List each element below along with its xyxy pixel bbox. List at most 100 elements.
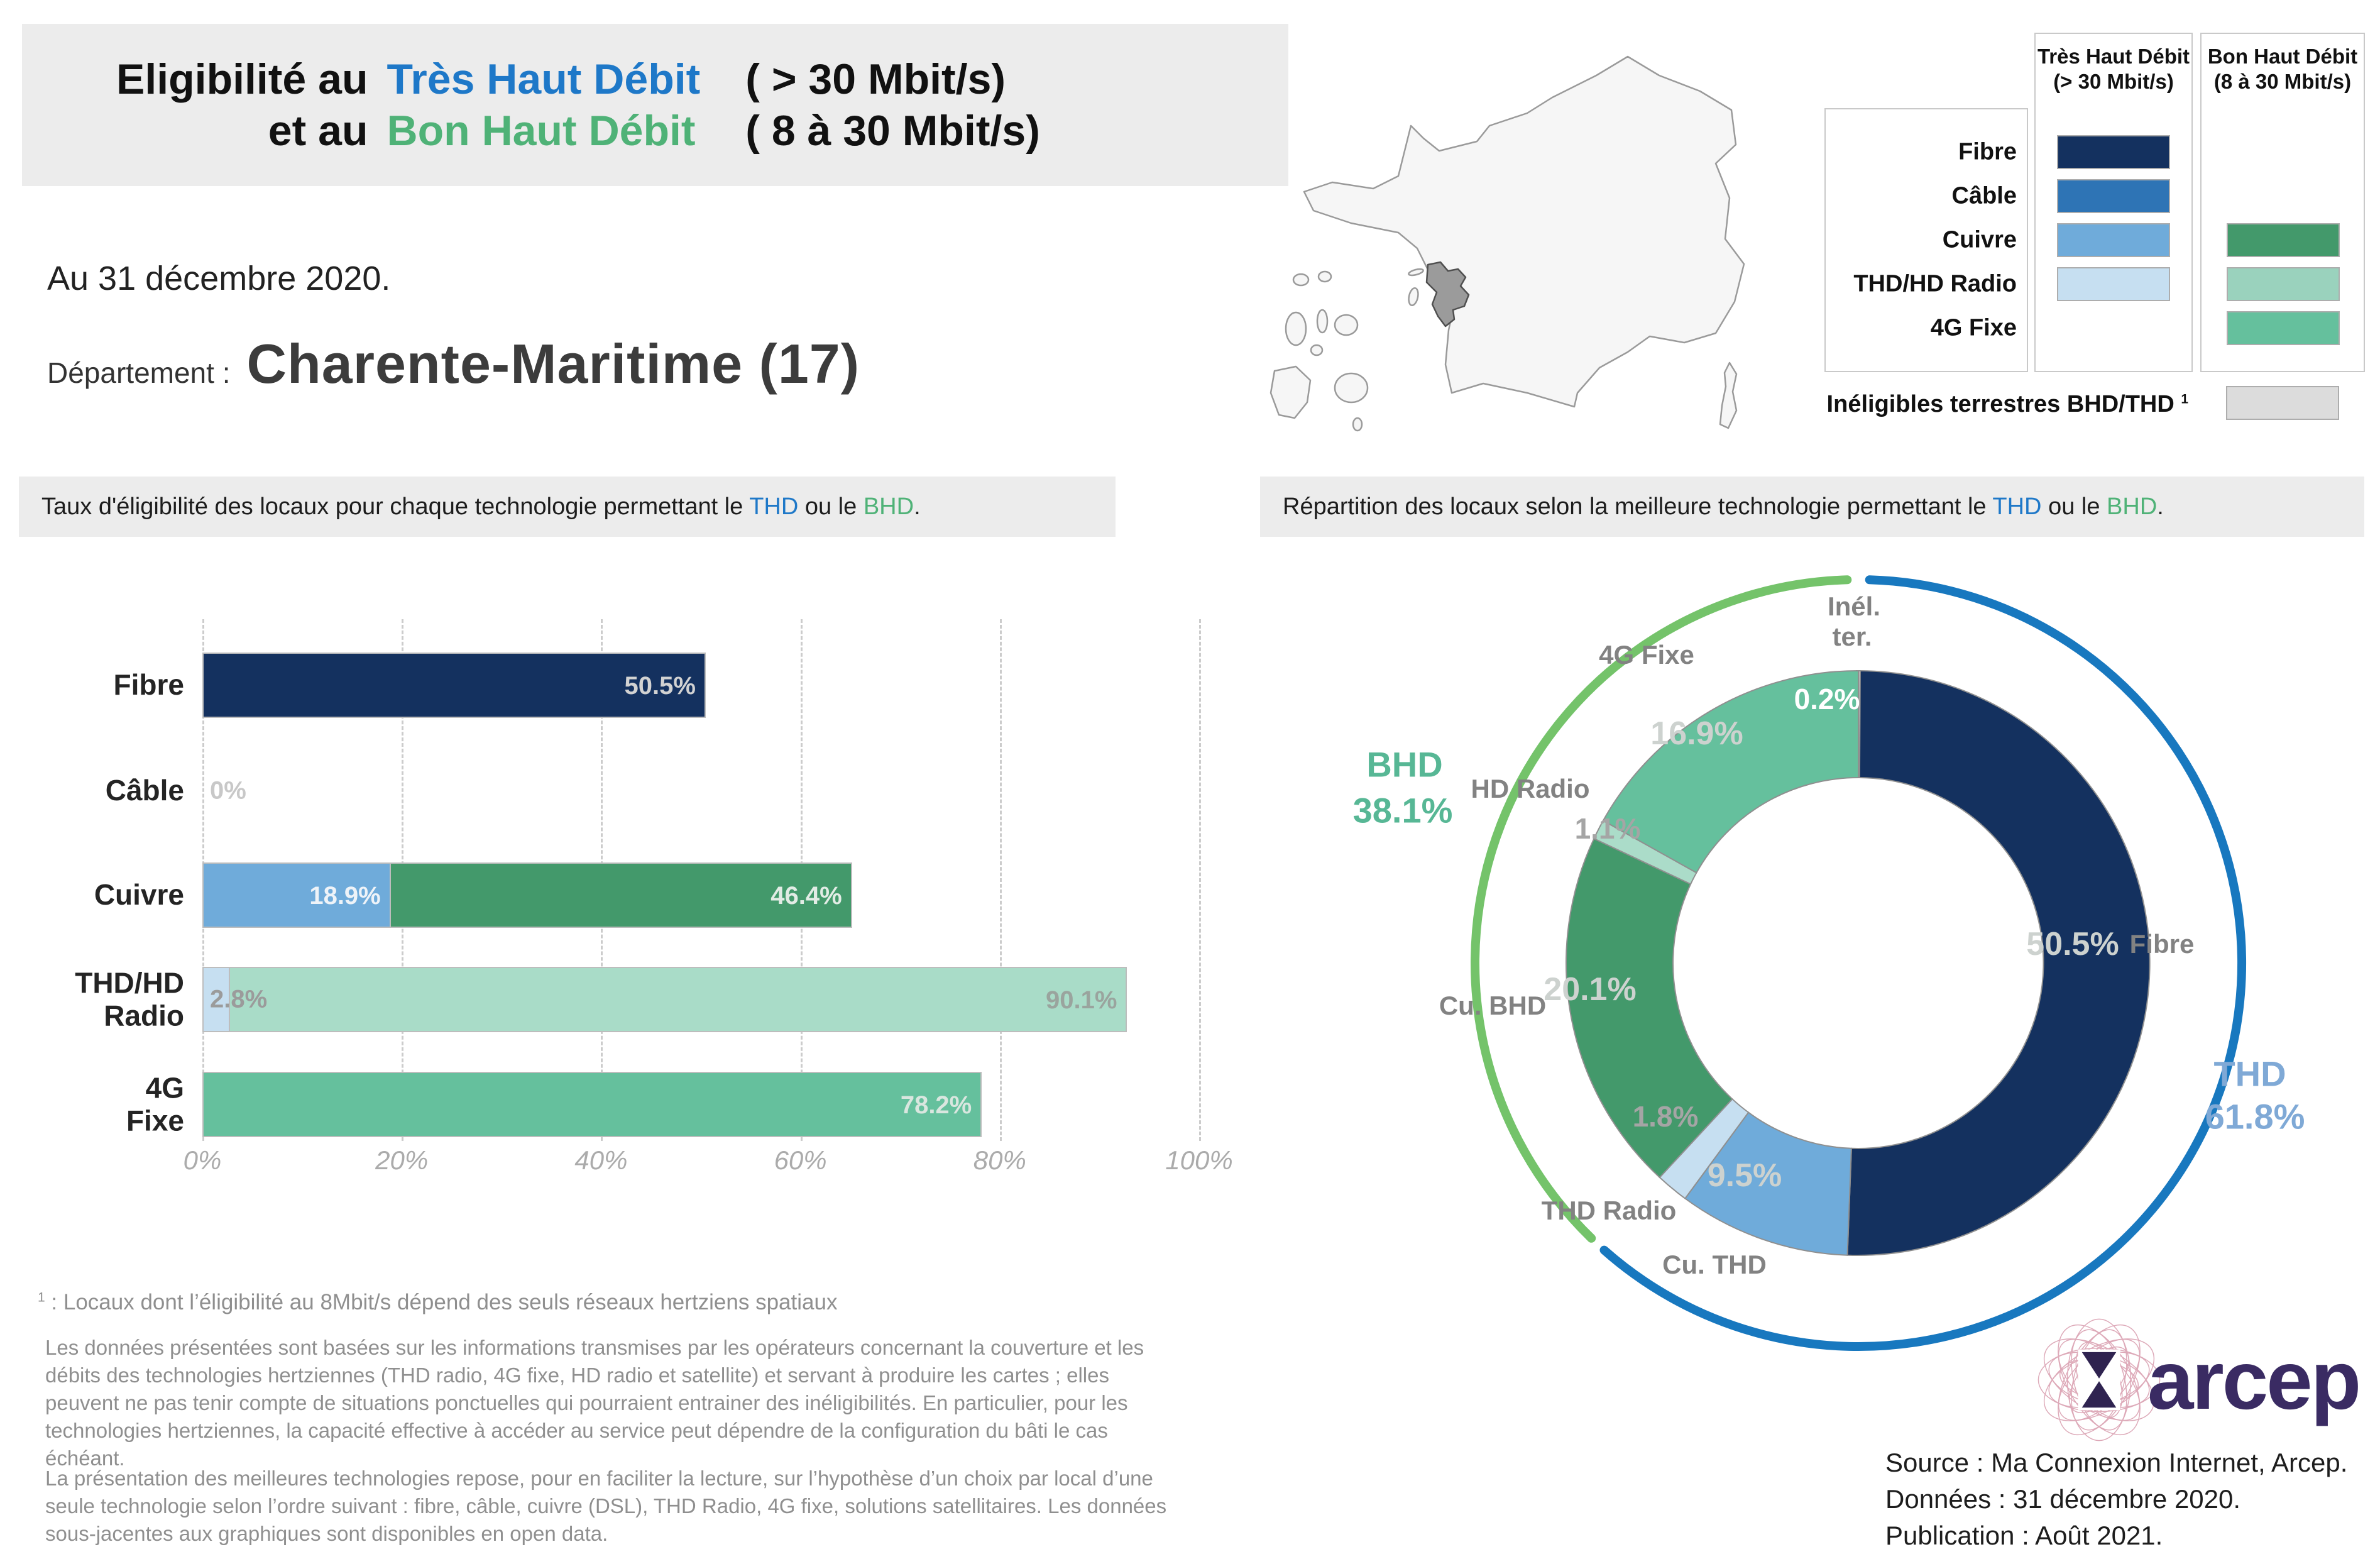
donut-outer-arc-bhd	[1471, 575, 1852, 1243]
france-mainland	[1303, 55, 1745, 408]
legend-swatch-thd	[2057, 179, 2170, 213]
bar-row: 78.2%	[202, 1072, 982, 1137]
legend-thd-header-line2: (> 30 Mbit/s)	[2053, 70, 2174, 94]
arcep-logo: arcep	[2033, 1317, 2380, 1443]
title-thd-range: ( > 30 Mbit/s)	[745, 55, 1006, 103]
x-axis-tick: 60%	[774, 1145, 827, 1175]
bar-segment-thd	[202, 967, 231, 1032]
bar-chart-plot-area: 0% 20% 40% 60% 80% 100% 50.5% 0% 18.9% 46.4% 90.1%…	[184, 603, 1233, 1182]
donut-label-4g-fixe: 4G Fixe	[1599, 640, 1694, 669]
legend-bhd-header: Bon Haut Débit (8 à 30 Mbit/s)	[2202, 34, 2364, 95]
legend-ineligibles-label: Inéligibles terrestres BHD/THD 1	[1826, 391, 2188, 417]
x-axis-tick: 80%	[973, 1145, 1026, 1175]
donut-label-cu-thd: Cu. THD	[1662, 1250, 1767, 1279]
overseas-island	[1352, 417, 1363, 432]
france-map	[1270, 55, 1745, 432]
bar-header-thd: THD	[749, 493, 799, 520]
bar-header-end: .	[914, 493, 921, 520]
donut-value-cu-bhd: 20.1%	[1544, 971, 1637, 1008]
eligibility-bar-chart: 0% 20% 40% 60% 80% 100% 50.5% 0% 18.9% 46.4% 90.1%…	[38, 603, 1233, 1182]
footnote-paragraph-2: La présentation des meilleures technolog…	[45, 1467, 1167, 1545]
legend-ineligibles-swatch	[2226, 386, 2339, 420]
bar-value-label: 90.1%	[1045, 986, 1117, 1014]
overseas-island	[1334, 372, 1369, 404]
overseas-island	[1285, 311, 1307, 346]
donut-value-4g-fixe: 16.9%	[1650, 715, 1743, 752]
donut-header-end: .	[2157, 493, 2164, 520]
legend-bhd-column: Bon Haut Débit (8 à 30 Mbit/s)	[2200, 33, 2365, 372]
arcep-logo-text: arcep	[2147, 1333, 2361, 1426]
donut-header-thd: THD	[1992, 493, 2042, 520]
source-block: Source : Ma Connexion Internet, Arcep. D…	[1885, 1445, 2380, 1554]
bar-value-label: 46.4%	[770, 882, 842, 910]
bar-row: 90.1%	[202, 967, 1127, 1032]
overseas-island	[1317, 270, 1332, 283]
source-line: Source : Ma Connexion Internet, Arcep.	[1885, 1448, 2348, 1477]
bar-value-label: 0%	[210, 776, 246, 805]
donut-header-mid: ou le	[2041, 493, 2107, 520]
x-axis-tick: 100%	[1165, 1145, 1233, 1175]
bar-value-label: 2.8%	[210, 985, 268, 1013]
data-date: Au 31 décembre 2020.	[47, 260, 391, 297]
gridline	[999, 619, 1002, 1141]
donut-value-inel: 0.2%	[1794, 683, 1860, 715]
title-prefix-2: et au	[268, 107, 368, 155]
bar-header-mid: ou le	[798, 493, 864, 520]
donut-total-bhd-label: BHD	[1366, 744, 1443, 785]
bar-segment-bhd: 78.2%	[202, 1072, 982, 1137]
source-line: Données : 31 décembre 2020.	[1885, 1484, 2241, 1514]
bar-segment-bhd: 90.1%	[229, 967, 1127, 1032]
bar-segment-thd: 18.9%	[202, 862, 391, 928]
ile-de-re	[1408, 268, 1424, 277]
donut-value-fibre: 50.5%	[2026, 926, 2119, 962]
donut-value-thd-radio: 1.8%	[1632, 1100, 1699, 1133]
donut-value-cu-thd: 9.5%	[1707, 1157, 1782, 1194]
x-axis-tick: 40%	[574, 1145, 628, 1175]
legend-thd-header-line1: Très Haut Débit	[2037, 45, 2190, 68]
title-bhd: Bon Haut Débit	[387, 107, 696, 155]
legend-swatch-thd	[2057, 223, 2170, 257]
corsica	[1719, 361, 1738, 429]
bar-row: 50.5%	[202, 653, 706, 718]
bar-category-label: Cuivre	[94, 878, 184, 912]
bar-value-label: 18.9%	[309, 882, 381, 910]
department-name: Charente-Maritime (17)	[246, 333, 860, 395]
department-label: Département :	[47, 356, 231, 389]
title-thd: Très Haut Débit	[387, 55, 701, 103]
arcep-logo-scribble-icon	[2037, 1318, 2161, 1441]
overseas-island	[1316, 309, 1329, 334]
bar-category-label: Câble	[105, 774, 184, 807]
overseas-island	[1270, 365, 1312, 419]
legend-swatch-thd	[2057, 135, 2170, 169]
bar-value-label: 50.5%	[624, 672, 696, 700]
bar-segment-bhd: 46.4%	[389, 862, 852, 928]
donut-label-inel-line2: ter.	[1832, 622, 1872, 651]
x-axis-tick: 20%	[375, 1145, 429, 1175]
overseas-island	[1334, 314, 1359, 336]
donut-total-thd-label: THD	[2213, 1054, 2286, 1094]
title-prefix-1: Eligibilité au	[116, 55, 368, 103]
x-axis-tick: 0%	[183, 1145, 222, 1175]
donut-outer-arc-thd	[1599, 575, 2247, 1351]
department-highlight	[1425, 261, 1470, 328]
donut-chart-header: Répartition des locaux selon la meilleur…	[1260, 477, 2364, 537]
footnote-ineligibles: 1 : Locaux dont l’éligibilité au 8Mbit/s…	[38, 1290, 838, 1314]
donut-value-hd-radio: 1.1%	[1574, 812, 1641, 845]
donut-label-cu-bhd: Cu. BHD	[1439, 991, 1547, 1020]
bar-category-label: Fibre	[113, 668, 184, 702]
legend-bhd-header-line2: (8 à 30 Mbit/s)	[2213, 70, 2352, 94]
bar-row: 18.9% 46.4%	[202, 862, 852, 928]
overseas-island	[1310, 344, 1324, 356]
bar-value-label: 78.2%	[900, 1091, 972, 1119]
department-line: Département : Charente-Maritime (17)	[47, 332, 860, 396]
bar-chart-header: Taux d'éligibilité des locaux pour chaqu…	[19, 477, 1116, 537]
title-block: Eligibilité au Très Haut Débit ( > 30 Mb…	[22, 24, 1288, 186]
legend-swatch-thd	[2057, 267, 2170, 301]
ile-oleron	[1408, 287, 1419, 307]
donut-label-inel-line1: Inél.	[1827, 592, 1881, 621]
legend-swatch-bhd	[2227, 223, 2340, 257]
bar-category-label: 4G Fixe	[126, 1071, 184, 1137]
donut-segment-4g-fixe	[1602, 669, 1859, 874]
overseas-island	[1292, 273, 1310, 287]
